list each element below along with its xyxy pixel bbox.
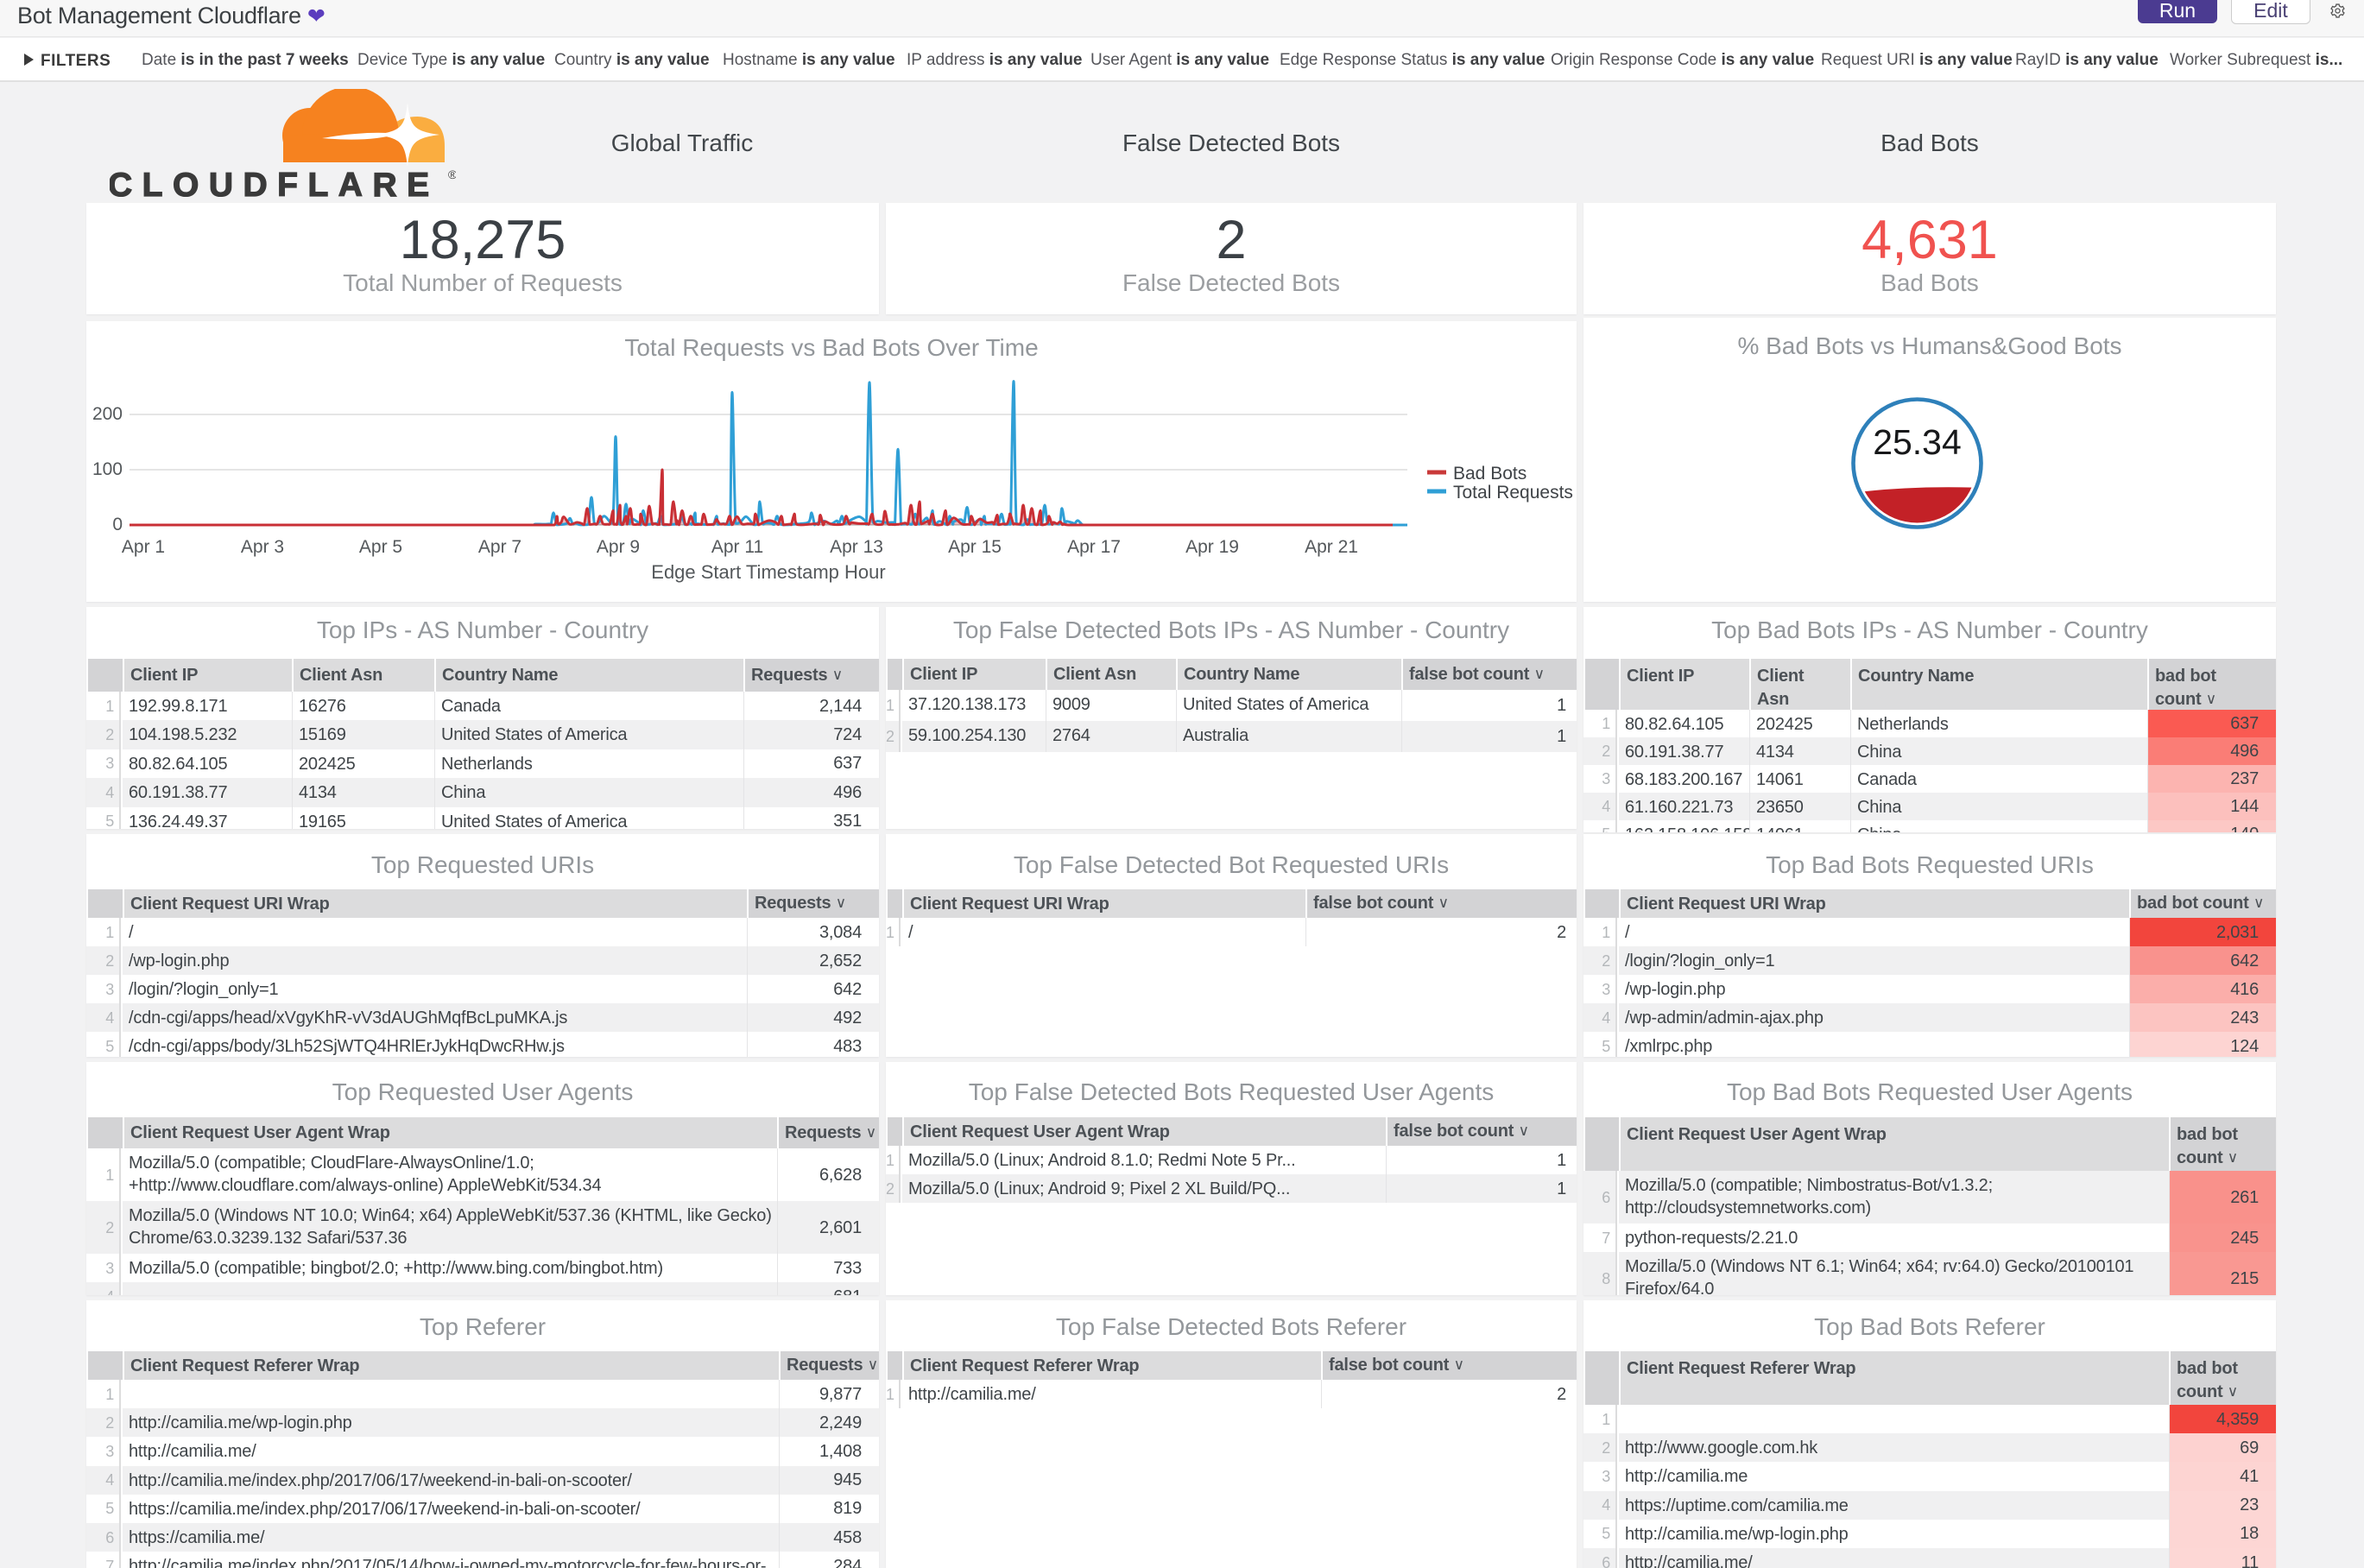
svg-text:Apr 13: Apr 13 bbox=[830, 537, 883, 557]
svg-text:25.34: 25.34 bbox=[1873, 422, 1962, 462]
svg-text:Apr 9: Apr 9 bbox=[597, 537, 640, 557]
svg-text:200: 200 bbox=[92, 404, 123, 424]
svg-text:Apr 11: Apr 11 bbox=[711, 537, 763, 557]
svg-text:CLOUDFLARE: CLOUDFLARE bbox=[110, 167, 439, 197]
svg-text:0: 0 bbox=[112, 515, 123, 534]
svg-text:Apr 15: Apr 15 bbox=[948, 537, 1002, 557]
svg-text:Apr 17: Apr 17 bbox=[1067, 537, 1121, 557]
svg-text:Apr 19: Apr 19 bbox=[1185, 537, 1239, 557]
svg-text:Bad Bots: Bad Bots bbox=[1453, 464, 1526, 484]
svg-text:Apr 21: Apr 21 bbox=[1305, 537, 1358, 557]
svg-text:Edge Start Timestamp Hour: Edge Start Timestamp Hour bbox=[651, 561, 885, 583]
svg-text:100: 100 bbox=[92, 459, 123, 479]
svg-text:Apr 5: Apr 5 bbox=[359, 537, 402, 557]
svg-text:®: ® bbox=[448, 168, 456, 181]
svg-text:Total Requests: Total Requests bbox=[1453, 483, 1573, 503]
svg-text:Apr 1: Apr 1 bbox=[122, 537, 165, 557]
svg-text:Apr 3: Apr 3 bbox=[241, 537, 284, 557]
svg-text:Total Requests vs Bad Bots Ove: Total Requests vs Bad Bots Over Time bbox=[624, 334, 1038, 361]
svg-text:Apr 7: Apr 7 bbox=[478, 537, 521, 557]
